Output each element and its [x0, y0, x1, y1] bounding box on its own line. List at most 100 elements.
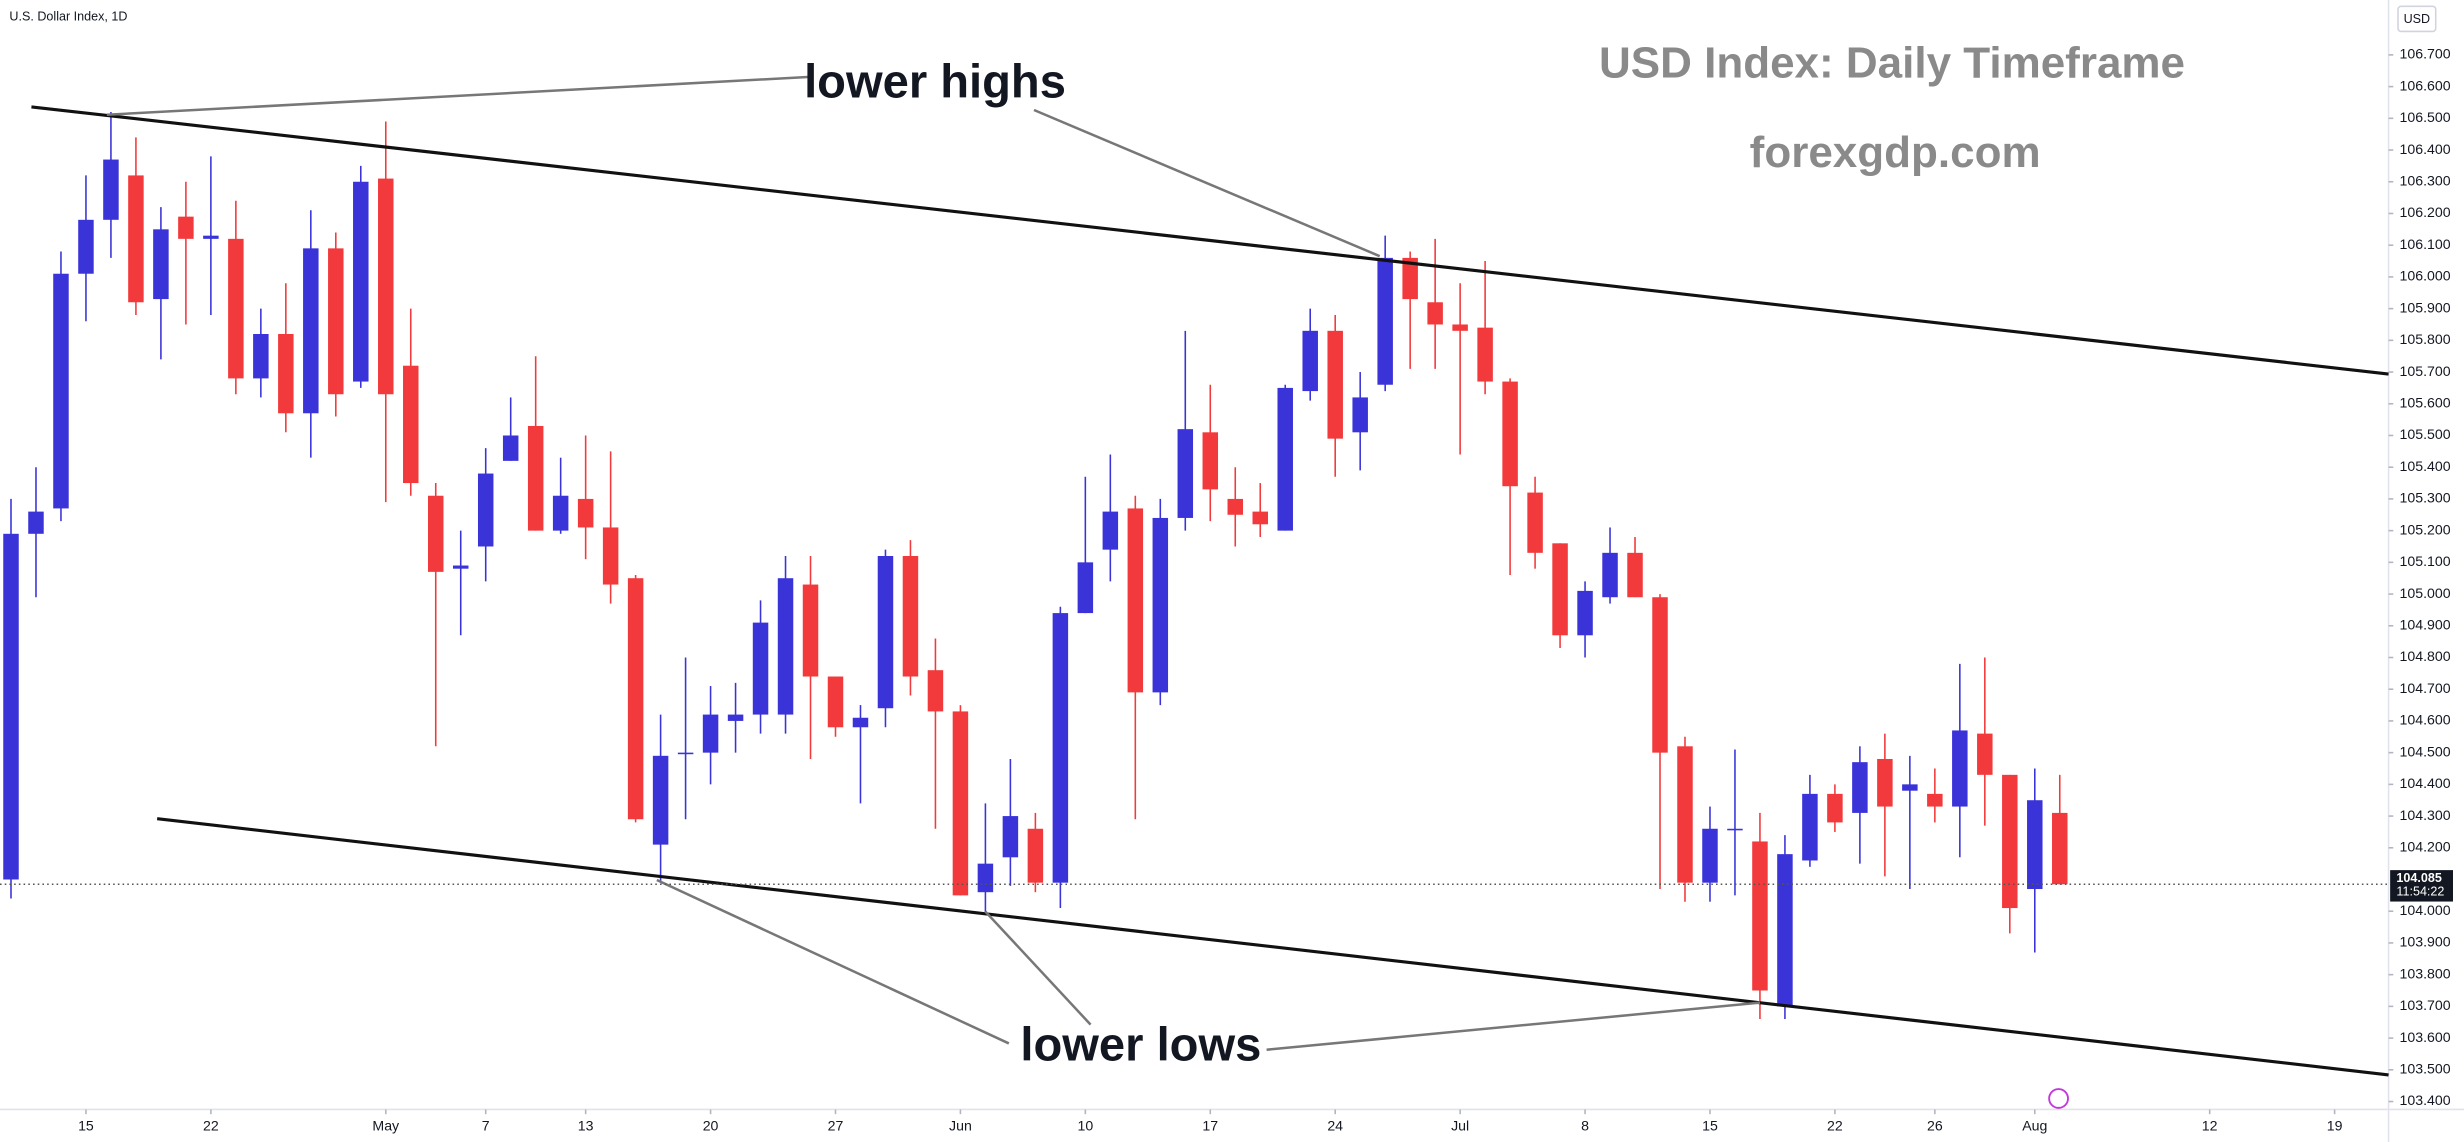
- y-tick-label: 103.600: [2400, 1029, 2451, 1045]
- candle-body: [1677, 746, 1693, 883]
- candle-body: [1777, 854, 1793, 1007]
- y-tick-label: 106.200: [2400, 204, 2451, 220]
- candle-body: [1202, 432, 1219, 490]
- x-tick-label: 24: [1327, 1117, 1343, 1133]
- candle-body: [1377, 257, 1393, 385]
- candle-body: [1127, 508, 1144, 693]
- candle-body: [952, 711, 969, 896]
- y-tick-label: 105.200: [2400, 521, 2451, 537]
- x-tick-label: Jun: [949, 1117, 972, 1133]
- candle-body: [2002, 774, 2018, 909]
- x-tick-label: 15: [78, 1117, 94, 1133]
- candle-body: [1277, 387, 1293, 531]
- x-tick-label: 22: [1827, 1117, 1843, 1133]
- candle-body: [802, 584, 819, 677]
- candle-body: [1352, 397, 1368, 433]
- candle-body: [852, 717, 869, 728]
- candle-body: [977, 863, 994, 893]
- pointer-line: [656, 878, 1010, 1045]
- candle-body: [203, 235, 219, 239]
- countdown-label: 11:54:22: [2396, 884, 2444, 898]
- candle-body: [1727, 828, 1743, 831]
- y-tick-label: 103.400: [2400, 1092, 2451, 1108]
- candle-body: [652, 755, 669, 845]
- y-tick-label: 106.500: [2400, 109, 2451, 125]
- y-tick-label: 106.000: [2400, 268, 2451, 284]
- candle-body: [228, 238, 244, 379]
- x-tick-label: 13: [578, 1117, 594, 1133]
- candle-body: [427, 495, 444, 572]
- pointer-line: [1033, 108, 1381, 258]
- candle-body: [1877, 758, 1893, 807]
- candle-body: [78, 219, 94, 274]
- candle-body: [1102, 511, 1119, 550]
- candle-body: [627, 578, 644, 820]
- y-tick-label: 105.000: [2400, 585, 2451, 601]
- candle-body: [353, 181, 369, 382]
- candle-body: [477, 473, 494, 547]
- candle-body: [328, 248, 344, 395]
- y-tick-label: 105.800: [2400, 331, 2451, 347]
- x-tick-label: Jul: [1451, 1117, 1469, 1133]
- candle-body: [1927, 793, 1943, 807]
- y-tick-label: 104.700: [2400, 680, 2451, 696]
- y-tick-label: 105.600: [2400, 395, 2451, 411]
- y-tick-label: 105.300: [2400, 490, 2451, 506]
- candle-body: [702, 714, 719, 753]
- candle-body: [1752, 841, 1768, 991]
- annotation: lower lows: [1020, 1018, 1261, 1071]
- y-tick-label: 103.500: [2400, 1061, 2451, 1077]
- candle-body: [1327, 330, 1343, 439]
- x-tick-label: 15: [1702, 1117, 1718, 1133]
- lower-trendline: [156, 817, 2389, 1077]
- candle-body: [1452, 324, 1468, 331]
- y-tick-label: 104.200: [2400, 839, 2451, 855]
- y-tick-label: 105.900: [2400, 299, 2451, 315]
- candle-body: [527, 425, 544, 531]
- y-tick-label: 104.000: [2400, 902, 2451, 918]
- y-tick-label: 106.300: [2400, 172, 2451, 188]
- x-tick-label: 22: [203, 1117, 219, 1133]
- y-tick-label: 106.100: [2400, 236, 2451, 252]
- y-tick-label: 103.800: [2400, 965, 2451, 981]
- y-tick-label: 104.500: [2400, 743, 2451, 759]
- candle-body: [452, 565, 469, 569]
- candle-body: [53, 273, 69, 509]
- candle-body: [253, 333, 269, 379]
- candle-body: [1852, 762, 1868, 813]
- candle-body: [278, 333, 294, 414]
- y-tick-label: 104.400: [2400, 775, 2451, 791]
- candle-body: [1027, 828, 1044, 883]
- y-tick-label: 103.700: [2400, 997, 2451, 1013]
- upper-trendline: [31, 105, 2389, 376]
- candle-body: [403, 365, 419, 484]
- candle-body: [1502, 381, 1518, 487]
- candle-body: [1077, 562, 1094, 614]
- candle-body: [1952, 730, 1968, 807]
- pointer-line: [1266, 1001, 1761, 1051]
- candle-body: [303, 248, 319, 414]
- candle-body: [1227, 498, 1244, 515]
- candle-body: [727, 714, 744, 721]
- symbol-label: U.S. Dollar Index, 1D: [9, 10, 127, 24]
- candle-body: [552, 495, 569, 531]
- candle-body: [1577, 590, 1593, 636]
- y-tick-label: 106.400: [2400, 141, 2451, 157]
- x-tick-label: 26: [1927, 1117, 1943, 1133]
- y-tick-label: 104.900: [2400, 617, 2451, 633]
- candle-body: [2052, 812, 2068, 885]
- candle-body: [1602, 552, 1618, 598]
- candle-body: [602, 527, 619, 585]
- pointer-line: [106, 75, 808, 116]
- candle-body: [1177, 429, 1194, 518]
- candle-body: [1527, 492, 1543, 553]
- candle-body: [677, 752, 694, 755]
- chart-title: USD Index: Daily Timeframe: [1599, 39, 2185, 88]
- x-tick-label: 19: [2327, 1117, 2343, 1133]
- currency-label: USD: [2404, 12, 2431, 26]
- candle-body: [128, 175, 144, 303]
- candle-body: [1902, 784, 1918, 791]
- x-tick-label: May: [372, 1117, 400, 1133]
- candle-body: [103, 159, 119, 220]
